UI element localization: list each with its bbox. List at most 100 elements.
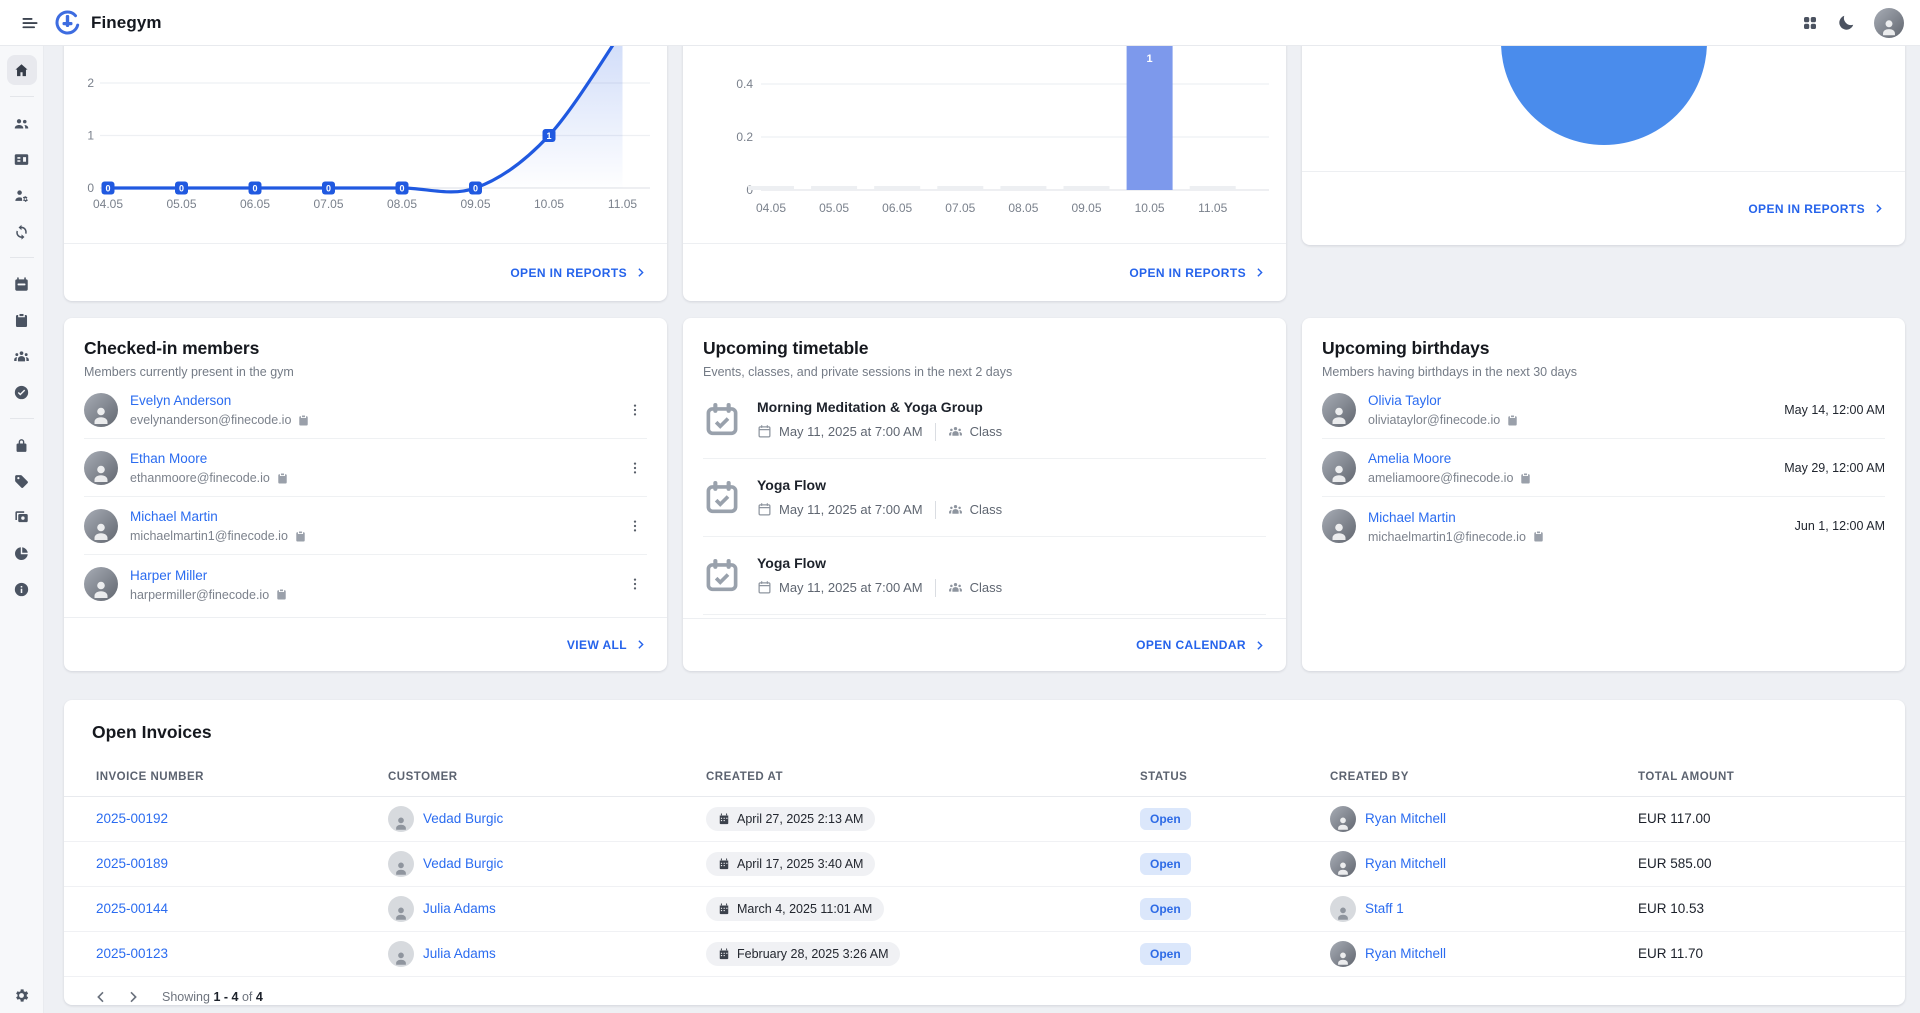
invoice-number-link[interactable]: 2025-00189 xyxy=(96,856,169,871)
info-cards-row: Checked-in members Members currently pre… xyxy=(64,318,1905,671)
avatar xyxy=(1322,509,1356,543)
person-icon xyxy=(1332,523,1346,540)
invoice-number-link[interactable]: 2025-00144 xyxy=(96,901,169,916)
copy-email-icon[interactable] xyxy=(275,588,288,601)
calendar-icon xyxy=(719,857,729,869)
copy-email-icon[interactable] xyxy=(1532,530,1545,543)
home-icon xyxy=(15,63,28,76)
copy-email-icon[interactable] xyxy=(276,472,289,485)
invoice-number-link[interactable]: 2025-00123 xyxy=(96,946,169,961)
avatar xyxy=(1330,805,1356,832)
member-options-kebab-icon[interactable] xyxy=(623,456,647,480)
open-in-reports-link[interactable]: OPEN IN REPORTS xyxy=(510,266,647,280)
menu-icon[interactable] xyxy=(16,9,44,37)
copy-email-icon[interactable] xyxy=(1519,472,1532,485)
svg-text:1: 1 xyxy=(546,131,551,141)
tag-icon xyxy=(15,474,28,488)
svg-text:0: 0 xyxy=(252,183,257,193)
member-name-link[interactable]: Ethan Moore xyxy=(130,451,208,466)
svg-text:0: 0 xyxy=(87,181,94,195)
calendar-icon xyxy=(757,502,772,517)
copy-email-icon[interactable] xyxy=(297,414,310,427)
event-datetime: May 11, 2025 at 7:00 AM xyxy=(779,580,923,595)
view-all-label: VIEW ALL xyxy=(566,637,627,652)
member-email: michaelmartin1@finecode.io xyxy=(1368,529,1526,544)
previous-page-icon[interactable] xyxy=(90,986,112,1006)
meta-divider xyxy=(934,500,936,519)
member-email: ameliamoore@finecode.io xyxy=(1368,471,1514,485)
svg-text:04.05: 04.05 xyxy=(93,197,123,211)
svg-text:04.05: 04.05 xyxy=(756,201,786,215)
created-by-link[interactable]: Ryan Mitchell xyxy=(1365,811,1447,826)
sidebar-item-check-circle[interactable] xyxy=(7,377,37,407)
person-icon xyxy=(396,907,406,920)
person-icon xyxy=(1338,907,1348,920)
sidebar-item-user-gear[interactable] xyxy=(7,180,37,210)
member-options-kebab-icon[interactable] xyxy=(623,514,647,538)
sidebar-item-gear[interactable] xyxy=(7,980,37,1010)
user-avatar[interactable] xyxy=(1874,7,1904,38)
view-all-link[interactable]: VIEW ALL xyxy=(567,638,647,652)
sidebar-item-pie-chart[interactable] xyxy=(7,538,37,568)
customer-link[interactable]: Julia Adams xyxy=(423,946,496,961)
sidebar-item-lock[interactable] xyxy=(7,430,37,460)
top-bar: Finegym xyxy=(0,0,1920,46)
invoice-row: 2025-00189 Vedad Burgic April 17, 2025 3:4… xyxy=(64,841,1905,887)
sidebar-item-users[interactable] xyxy=(7,108,37,138)
next-page-icon[interactable] xyxy=(122,986,144,1006)
member-name-link[interactable]: Michael Martin xyxy=(1368,509,1456,525)
open-invoices-card: Open Invoices INVOICE NUMBER CUSTOMER CREA… xyxy=(64,700,1905,1005)
person-icon xyxy=(396,817,406,830)
birthday-date: May 14, 12:00 AM xyxy=(1784,402,1885,417)
apps-grid-icon[interactable] xyxy=(1801,14,1819,32)
member-name-link[interactable]: Olivia Taylor xyxy=(1368,393,1442,408)
column-header: CREATED BY xyxy=(1330,759,1638,797)
avatar xyxy=(388,895,414,922)
person-icon xyxy=(1338,952,1348,965)
avatar xyxy=(84,567,118,601)
app-title: Finegym xyxy=(91,12,162,32)
sidebar-item-sync[interactable] xyxy=(7,216,37,246)
open-calendar-link[interactable]: OPEN CALENDAR xyxy=(1136,638,1266,652)
class-group-icon xyxy=(948,424,963,439)
open-calendar-label: OPEN CALENDAR xyxy=(1136,638,1246,652)
member-name-link[interactable]: Harper Miller xyxy=(130,567,208,583)
lock-icon xyxy=(16,438,27,452)
member-options-kebab-icon[interactable] xyxy=(623,398,647,422)
created-at-pill: April 27, 2025 2:13 AM xyxy=(706,806,876,831)
sidebar-item-tag[interactable] xyxy=(7,466,37,496)
created-by-link[interactable]: Staff 1 xyxy=(1365,901,1404,916)
created-by-link[interactable]: Ryan Mitchell xyxy=(1365,946,1447,961)
class-group-icon xyxy=(948,502,963,517)
sidebar-item-home[interactable] xyxy=(6,55,37,85)
open-in-reports-link[interactable]: OPEN IN REPORTS xyxy=(1748,202,1885,216)
invoice-number-link[interactable]: 2025-00192 xyxy=(96,811,169,826)
customer-link[interactable]: Vedad Burgic xyxy=(423,811,504,826)
sidebar-item-clipboard[interactable] xyxy=(7,305,37,335)
svg-text:08.05: 08.05 xyxy=(387,197,417,211)
sidebar-item-people-group[interactable] xyxy=(7,341,37,371)
copy-email-icon[interactable] xyxy=(294,530,307,543)
created-by-link[interactable]: Ryan Mitchell xyxy=(1365,856,1447,871)
event-row: Yoga Flow May 11, 2025 at 7:00 AM Class xyxy=(703,459,1266,537)
svg-text:1: 1 xyxy=(87,129,94,143)
copy-email-icon[interactable] xyxy=(1506,414,1519,427)
svg-text:05.05: 05.05 xyxy=(166,197,196,211)
open-in-reports-link[interactable]: OPEN IN REPORTS xyxy=(1129,266,1266,280)
member-name-link[interactable]: Evelyn Anderson xyxy=(130,393,232,408)
card-subtitle: Members currently present in the gym xyxy=(84,365,294,379)
sidebar-item-calendar[interactable] xyxy=(7,269,37,299)
dark-mode-moon-icon[interactable] xyxy=(1837,13,1856,32)
event-row: Morning Meditation & Yoga Group May 11, 2… xyxy=(703,381,1266,459)
customer-link[interactable]: Julia Adams xyxy=(423,901,496,916)
sidebar-item-id-card[interactable] xyxy=(7,144,37,174)
sidebar-divider xyxy=(9,96,34,97)
member-options-kebab-icon[interactable] xyxy=(623,572,647,596)
sidebar-item-info[interactable] xyxy=(7,574,37,604)
sidebar-item-copy-stack[interactable] xyxy=(7,502,37,532)
customer-link[interactable]: Vedad Burgic xyxy=(423,856,504,871)
event-title: Yoga Flow xyxy=(757,554,826,571)
calendar-icon xyxy=(15,276,28,291)
member-name-link[interactable]: Amelia Moore xyxy=(1368,451,1452,466)
member-name-link[interactable]: Michael Martin xyxy=(130,509,218,524)
